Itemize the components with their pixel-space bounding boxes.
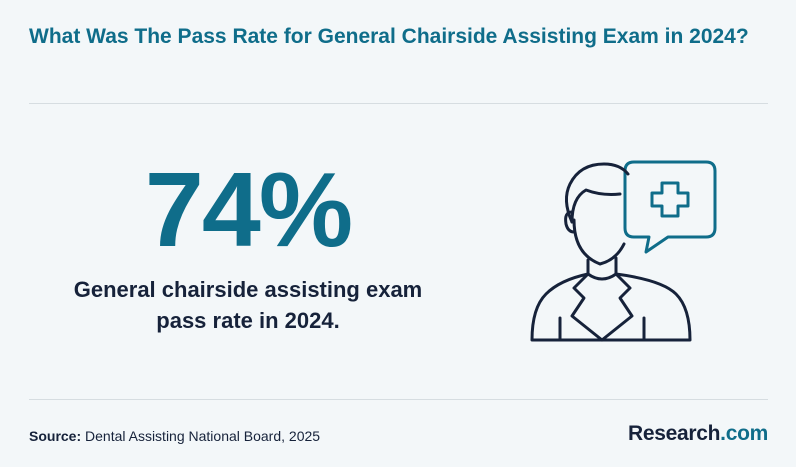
source-label: Source: — [29, 428, 82, 444]
brand-name: Research — [628, 422, 721, 445]
stat-description: General chairside assisting exam pass ra… — [73, 277, 423, 333]
brand-suffix: .com — [720, 422, 768, 445]
page-title: What Was The Pass Rate for General Chair… — [29, 25, 749, 48]
medical-cross-bubble-icon — [623, 160, 717, 254]
top-divider — [29, 103, 768, 104]
person-icon — [530, 162, 692, 342]
source-text: Dental Assisting National Board, 2025 — [85, 428, 321, 444]
stat-value: 74% — [144, 151, 353, 269]
dental-professional-icon — [530, 160, 717, 342]
brand-logo[interactable]: Research.com — [628, 422, 768, 446]
bottom-divider — [29, 399, 768, 400]
source-citation: Source: Dental Assisting National Board,… — [29, 428, 320, 444]
